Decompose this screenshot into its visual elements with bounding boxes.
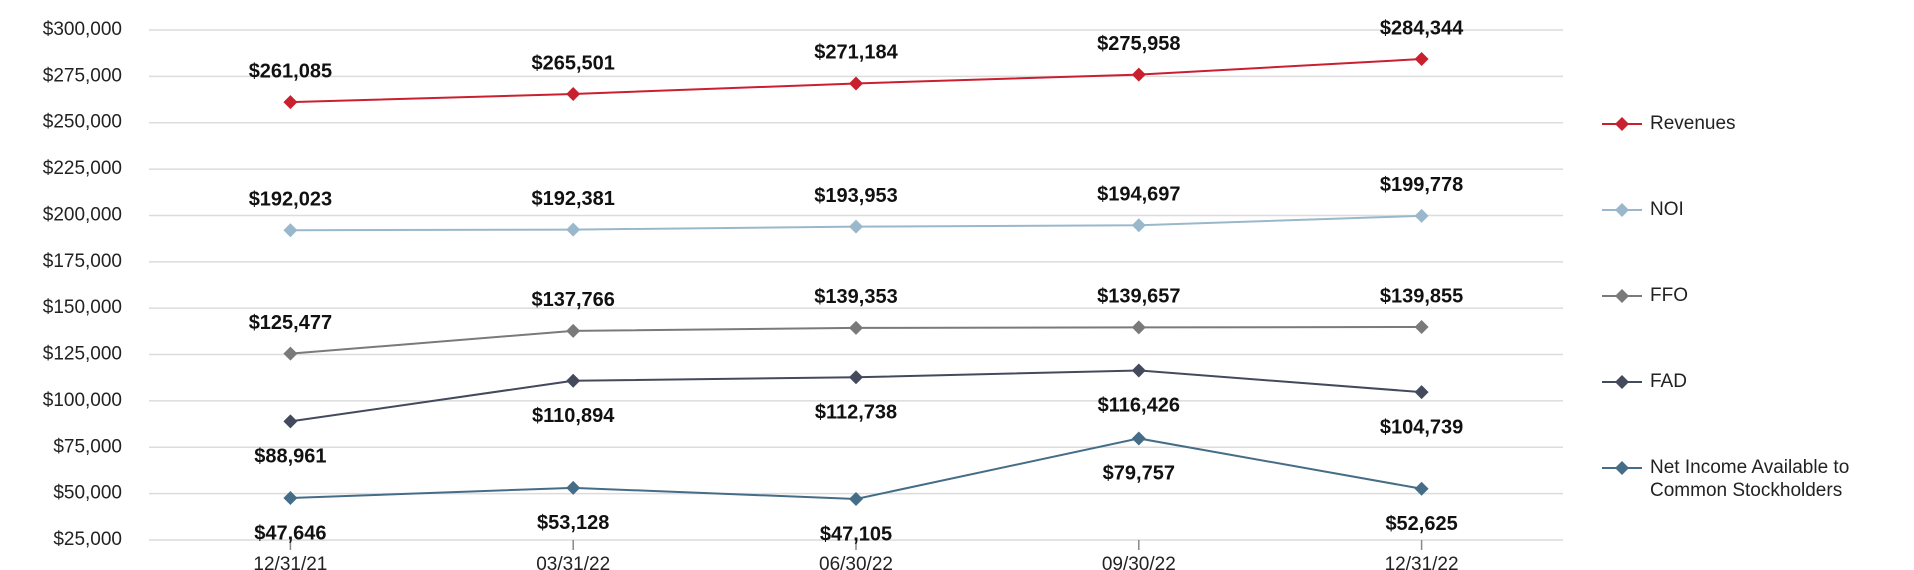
point — [1131, 363, 1146, 378]
legend-item: Net Income Available to Common Stockhold… — [1600, 456, 1900, 502]
data-label: $271,184 — [814, 42, 898, 64]
point — [566, 480, 581, 495]
legend-icon — [1602, 289, 1642, 303]
point — [1414, 208, 1429, 223]
data-label: $139,855 — [1380, 285, 1463, 307]
legend-item: FAD — [1600, 370, 1900, 393]
point — [283, 223, 298, 238]
data-label: $199,778 — [1380, 174, 1463, 196]
y-tick-label: $75,000 — [53, 436, 122, 457]
y-tick-label: $175,000 — [43, 251, 122, 272]
point — [1414, 481, 1429, 496]
point — [849, 370, 863, 385]
data-label: $194,697 — [1097, 184, 1180, 206]
x-tick-label: 12/31/21 — [253, 554, 327, 570]
legend-label: NOI — [1650, 199, 1684, 220]
data-label: $110,894 — [532, 405, 615, 427]
point — [849, 76, 863, 91]
data-label: $53,128 — [537, 512, 609, 534]
legend-marker — [1615, 203, 1629, 217]
legend-icon — [1602, 461, 1642, 475]
point — [849, 320, 863, 335]
data-label: $192,023 — [249, 189, 332, 211]
data-label: $137,766 — [531, 289, 614, 311]
point — [849, 492, 863, 507]
legend-icon — [1602, 117, 1642, 131]
y-tick-label: $125,000 — [43, 344, 122, 365]
legend-label: FAD — [1650, 371, 1687, 392]
point — [849, 219, 863, 234]
point — [566, 86, 581, 101]
point — [1414, 319, 1429, 334]
legend-marker — [1615, 289, 1629, 303]
y-tick-label: $100,000 — [43, 390, 122, 411]
data-label: $261,085 — [249, 60, 332, 82]
data-label: $125,477 — [249, 312, 332, 334]
data-label: $139,353 — [814, 286, 897, 308]
y-tick-label: $25,000 — [53, 529, 122, 550]
x-tick-label: 12/31/22 — [1385, 554, 1459, 570]
data-label: $193,953 — [814, 185, 897, 207]
y-tick-label: $200,000 — [43, 204, 122, 225]
point — [1131, 431, 1146, 446]
legend: Revenues NOI FFO FAD Net Income Available to… — [1600, 0, 1900, 570]
point — [1414, 385, 1429, 400]
y-tick-label: $250,000 — [43, 112, 122, 133]
point — [566, 323, 581, 338]
point — [283, 95, 298, 110]
y-tick-label: $150,000 — [43, 297, 122, 318]
data-label: $116,426 — [1098, 395, 1180, 417]
legend-label: Net Income Available to Common Stockhold… — [1650, 457, 1850, 501]
data-label: $275,958 — [1097, 33, 1180, 55]
data-label: $265,501 — [531, 52, 614, 74]
data-label: $79,757 — [1103, 463, 1175, 485]
legend-label: FFO — [1650, 285, 1688, 306]
data-label: $192,381 — [531, 188, 614, 210]
data-label: $139,657 — [1097, 286, 1180, 308]
legend-marker — [1615, 461, 1629, 475]
y-tick-label: $275,000 — [43, 65, 122, 86]
point — [283, 346, 298, 361]
y-tick-label: $50,000 — [53, 483, 122, 504]
point — [283, 491, 298, 506]
x-tick-label: 06/30/22 — [819, 554, 893, 570]
data-label: $88,961 — [254, 446, 326, 468]
legend-icon — [1602, 375, 1642, 389]
point — [1414, 52, 1429, 67]
point — [1131, 320, 1146, 335]
x-tick-label: 09/30/22 — [1102, 554, 1176, 570]
data-label: $47,646 — [254, 522, 326, 544]
point — [283, 414, 298, 429]
data-label: $112,738 — [815, 402, 897, 424]
point — [566, 222, 581, 237]
point — [566, 373, 581, 388]
data-label: $284,344 — [1380, 17, 1464, 39]
legend-marker — [1615, 117, 1629, 131]
legend-label: Revenues — [1650, 113, 1736, 134]
data-label: $47,105 — [820, 523, 892, 545]
x-tick-label: 03/31/22 — [536, 554, 610, 570]
data-label: $52,625 — [1385, 513, 1457, 535]
point — [1131, 67, 1146, 82]
legend-item: FFO — [1600, 284, 1900, 307]
data-label: $104,739 — [1380, 416, 1463, 438]
point — [1131, 218, 1146, 233]
y-tick-label: $225,000 — [43, 158, 122, 179]
y-tick-label: $300,000 — [43, 19, 122, 40]
legend-marker — [1615, 375, 1629, 389]
legend-item: NOI — [1600, 198, 1900, 221]
legend-item: Revenues — [1600, 112, 1900, 135]
legend-icon — [1602, 203, 1642, 217]
